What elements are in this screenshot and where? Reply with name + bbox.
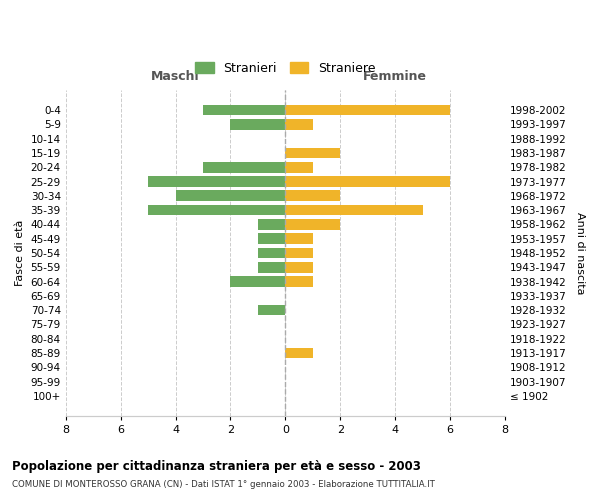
Bar	[286, 119, 313, 130]
Bar	[230, 276, 286, 287]
Bar	[148, 205, 286, 216]
Bar	[176, 190, 286, 201]
Bar	[203, 162, 286, 172]
Bar	[286, 205, 422, 216]
Bar	[286, 276, 313, 287]
Bar	[203, 105, 286, 116]
Text: Popolazione per cittadinanza straniera per età e sesso - 2003: Popolazione per cittadinanza straniera p…	[12, 460, 421, 473]
Bar	[286, 219, 340, 230]
Bar	[258, 234, 286, 244]
Bar	[286, 176, 450, 187]
Bar	[258, 219, 286, 230]
Bar	[148, 176, 286, 187]
Text: Femmine: Femmine	[363, 70, 427, 84]
Bar	[286, 348, 313, 358]
Bar	[286, 262, 313, 272]
Text: Maschi: Maschi	[151, 70, 200, 84]
Bar	[258, 248, 286, 258]
Bar	[286, 105, 450, 116]
Bar	[286, 148, 340, 158]
Bar	[286, 162, 313, 172]
Y-axis label: Anni di nascita: Anni di nascita	[575, 212, 585, 294]
Bar	[230, 119, 286, 130]
Text: COMUNE DI MONTEROSSO GRANA (CN) - Dati ISTAT 1° gennaio 2003 - Elaborazione TUTT: COMUNE DI MONTEROSSO GRANA (CN) - Dati I…	[12, 480, 435, 489]
Bar	[286, 234, 313, 244]
Bar	[286, 190, 340, 201]
Legend: Stranieri, Straniere: Stranieri, Straniere	[190, 57, 381, 80]
Y-axis label: Fasce di età: Fasce di età	[15, 220, 25, 286]
Bar	[258, 262, 286, 272]
Bar	[286, 248, 313, 258]
Bar	[258, 304, 286, 316]
